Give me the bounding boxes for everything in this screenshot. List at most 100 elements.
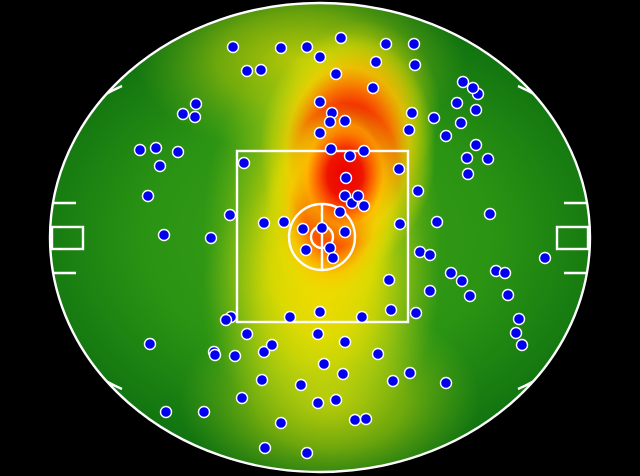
event-point[interactable] [384, 303, 398, 317]
event-point[interactable] [405, 106, 419, 120]
event-point[interactable] [450, 96, 464, 110]
event-point[interactable] [141, 189, 155, 203]
event-point[interactable] [498, 266, 512, 280]
event-point[interactable] [159, 405, 173, 419]
event-point[interactable] [283, 310, 297, 324]
event-point[interactable] [133, 143, 147, 157]
event-point[interactable] [223, 208, 237, 222]
event-point[interactable] [219, 313, 233, 327]
event-point[interactable] [258, 441, 272, 455]
event-point[interactable] [339, 171, 353, 185]
event-point[interactable] [456, 75, 470, 89]
event-point[interactable] [188, 110, 202, 124]
event-point[interactable] [323, 241, 337, 255]
event-point[interactable] [336, 367, 350, 381]
event-point[interactable] [413, 245, 427, 259]
event-point[interactable] [240, 327, 254, 341]
event-point[interactable] [329, 393, 343, 407]
event-point[interactable] [294, 378, 308, 392]
event-point[interactable] [237, 156, 251, 170]
event-point[interactable] [538, 251, 552, 265]
event-point[interactable] [323, 115, 337, 129]
event-point[interactable] [407, 37, 421, 51]
event-point[interactable] [149, 141, 163, 155]
event-point[interactable] [171, 145, 185, 159]
event-point[interactable] [300, 446, 314, 460]
event-point[interactable] [343, 149, 357, 163]
event-point[interactable] [430, 215, 444, 229]
event-point[interactable] [277, 215, 291, 229]
event-point[interactable] [427, 111, 441, 125]
event-point[interactable] [379, 37, 393, 51]
event-point[interactable] [393, 217, 407, 231]
event-point[interactable] [439, 376, 453, 390]
event-point[interactable] [460, 151, 474, 165]
event-point[interactable] [254, 63, 268, 77]
event-point[interactable] [235, 391, 249, 405]
event-point[interactable] [454, 116, 468, 130]
event-point[interactable] [423, 284, 437, 298]
event-point[interactable] [423, 248, 437, 262]
event-point[interactable] [351, 189, 365, 203]
event-point[interactable] [228, 349, 242, 363]
event-point[interactable] [439, 129, 453, 143]
event-point[interactable] [189, 97, 203, 111]
event-point[interactable] [326, 251, 340, 265]
event-point[interactable] [176, 107, 190, 121]
event-point[interactable] [274, 41, 288, 55]
event-point[interactable] [463, 289, 477, 303]
event-point[interactable] [257, 216, 271, 230]
event-point[interactable] [366, 81, 380, 95]
event-point[interactable] [382, 273, 396, 287]
event-point[interactable] [512, 312, 526, 326]
event-point[interactable] [408, 58, 422, 72]
event-point[interactable] [455, 274, 469, 288]
event-point[interactable] [469, 138, 483, 152]
event-point[interactable] [509, 326, 523, 340]
event-point[interactable] [311, 396, 325, 410]
event-point[interactable] [313, 305, 327, 319]
event-point[interactable] [481, 152, 495, 166]
event-point[interactable] [338, 225, 352, 239]
event-point[interactable] [255, 373, 269, 387]
event-point[interactable] [338, 114, 352, 128]
event-point[interactable] [153, 159, 167, 173]
event-point[interactable] [257, 345, 271, 359]
event-point[interactable] [143, 337, 157, 351]
event-point[interactable] [483, 207, 497, 221]
event-point[interactable] [444, 266, 458, 280]
event-point[interactable] [355, 310, 369, 324]
event-point[interactable] [466, 81, 480, 95]
event-point[interactable] [265, 338, 279, 352]
event-point[interactable] [299, 243, 313, 257]
event-point[interactable] [461, 167, 475, 181]
event-point[interactable] [338, 335, 352, 349]
event-point[interactable] [240, 64, 254, 78]
event-point[interactable] [357, 144, 371, 158]
event-point[interactable] [402, 123, 416, 137]
event-point[interactable] [409, 306, 423, 320]
event-point[interactable] [313, 95, 327, 109]
event-point[interactable] [296, 222, 310, 236]
event-point[interactable] [334, 31, 348, 45]
event-point[interactable] [226, 40, 240, 54]
event-point[interactable] [313, 126, 327, 140]
event-point[interactable] [204, 231, 218, 245]
event-point[interactable] [359, 412, 373, 426]
event-point[interactable] [411, 184, 425, 198]
event-point[interactable] [313, 50, 327, 64]
event-point[interactable] [348, 413, 362, 427]
event-point[interactable] [300, 40, 314, 54]
event-point[interactable] [333, 205, 347, 219]
event-point[interactable] [515, 338, 529, 352]
event-point[interactable] [501, 288, 515, 302]
event-point[interactable] [315, 221, 329, 235]
event-point[interactable] [469, 103, 483, 117]
event-point[interactable] [197, 405, 211, 419]
event-point[interactable] [157, 228, 171, 242]
event-point[interactable] [369, 55, 383, 69]
event-point[interactable] [311, 327, 325, 341]
event-point[interactable] [317, 357, 331, 371]
event-point[interactable] [324, 142, 338, 156]
event-point[interactable] [208, 348, 222, 362]
